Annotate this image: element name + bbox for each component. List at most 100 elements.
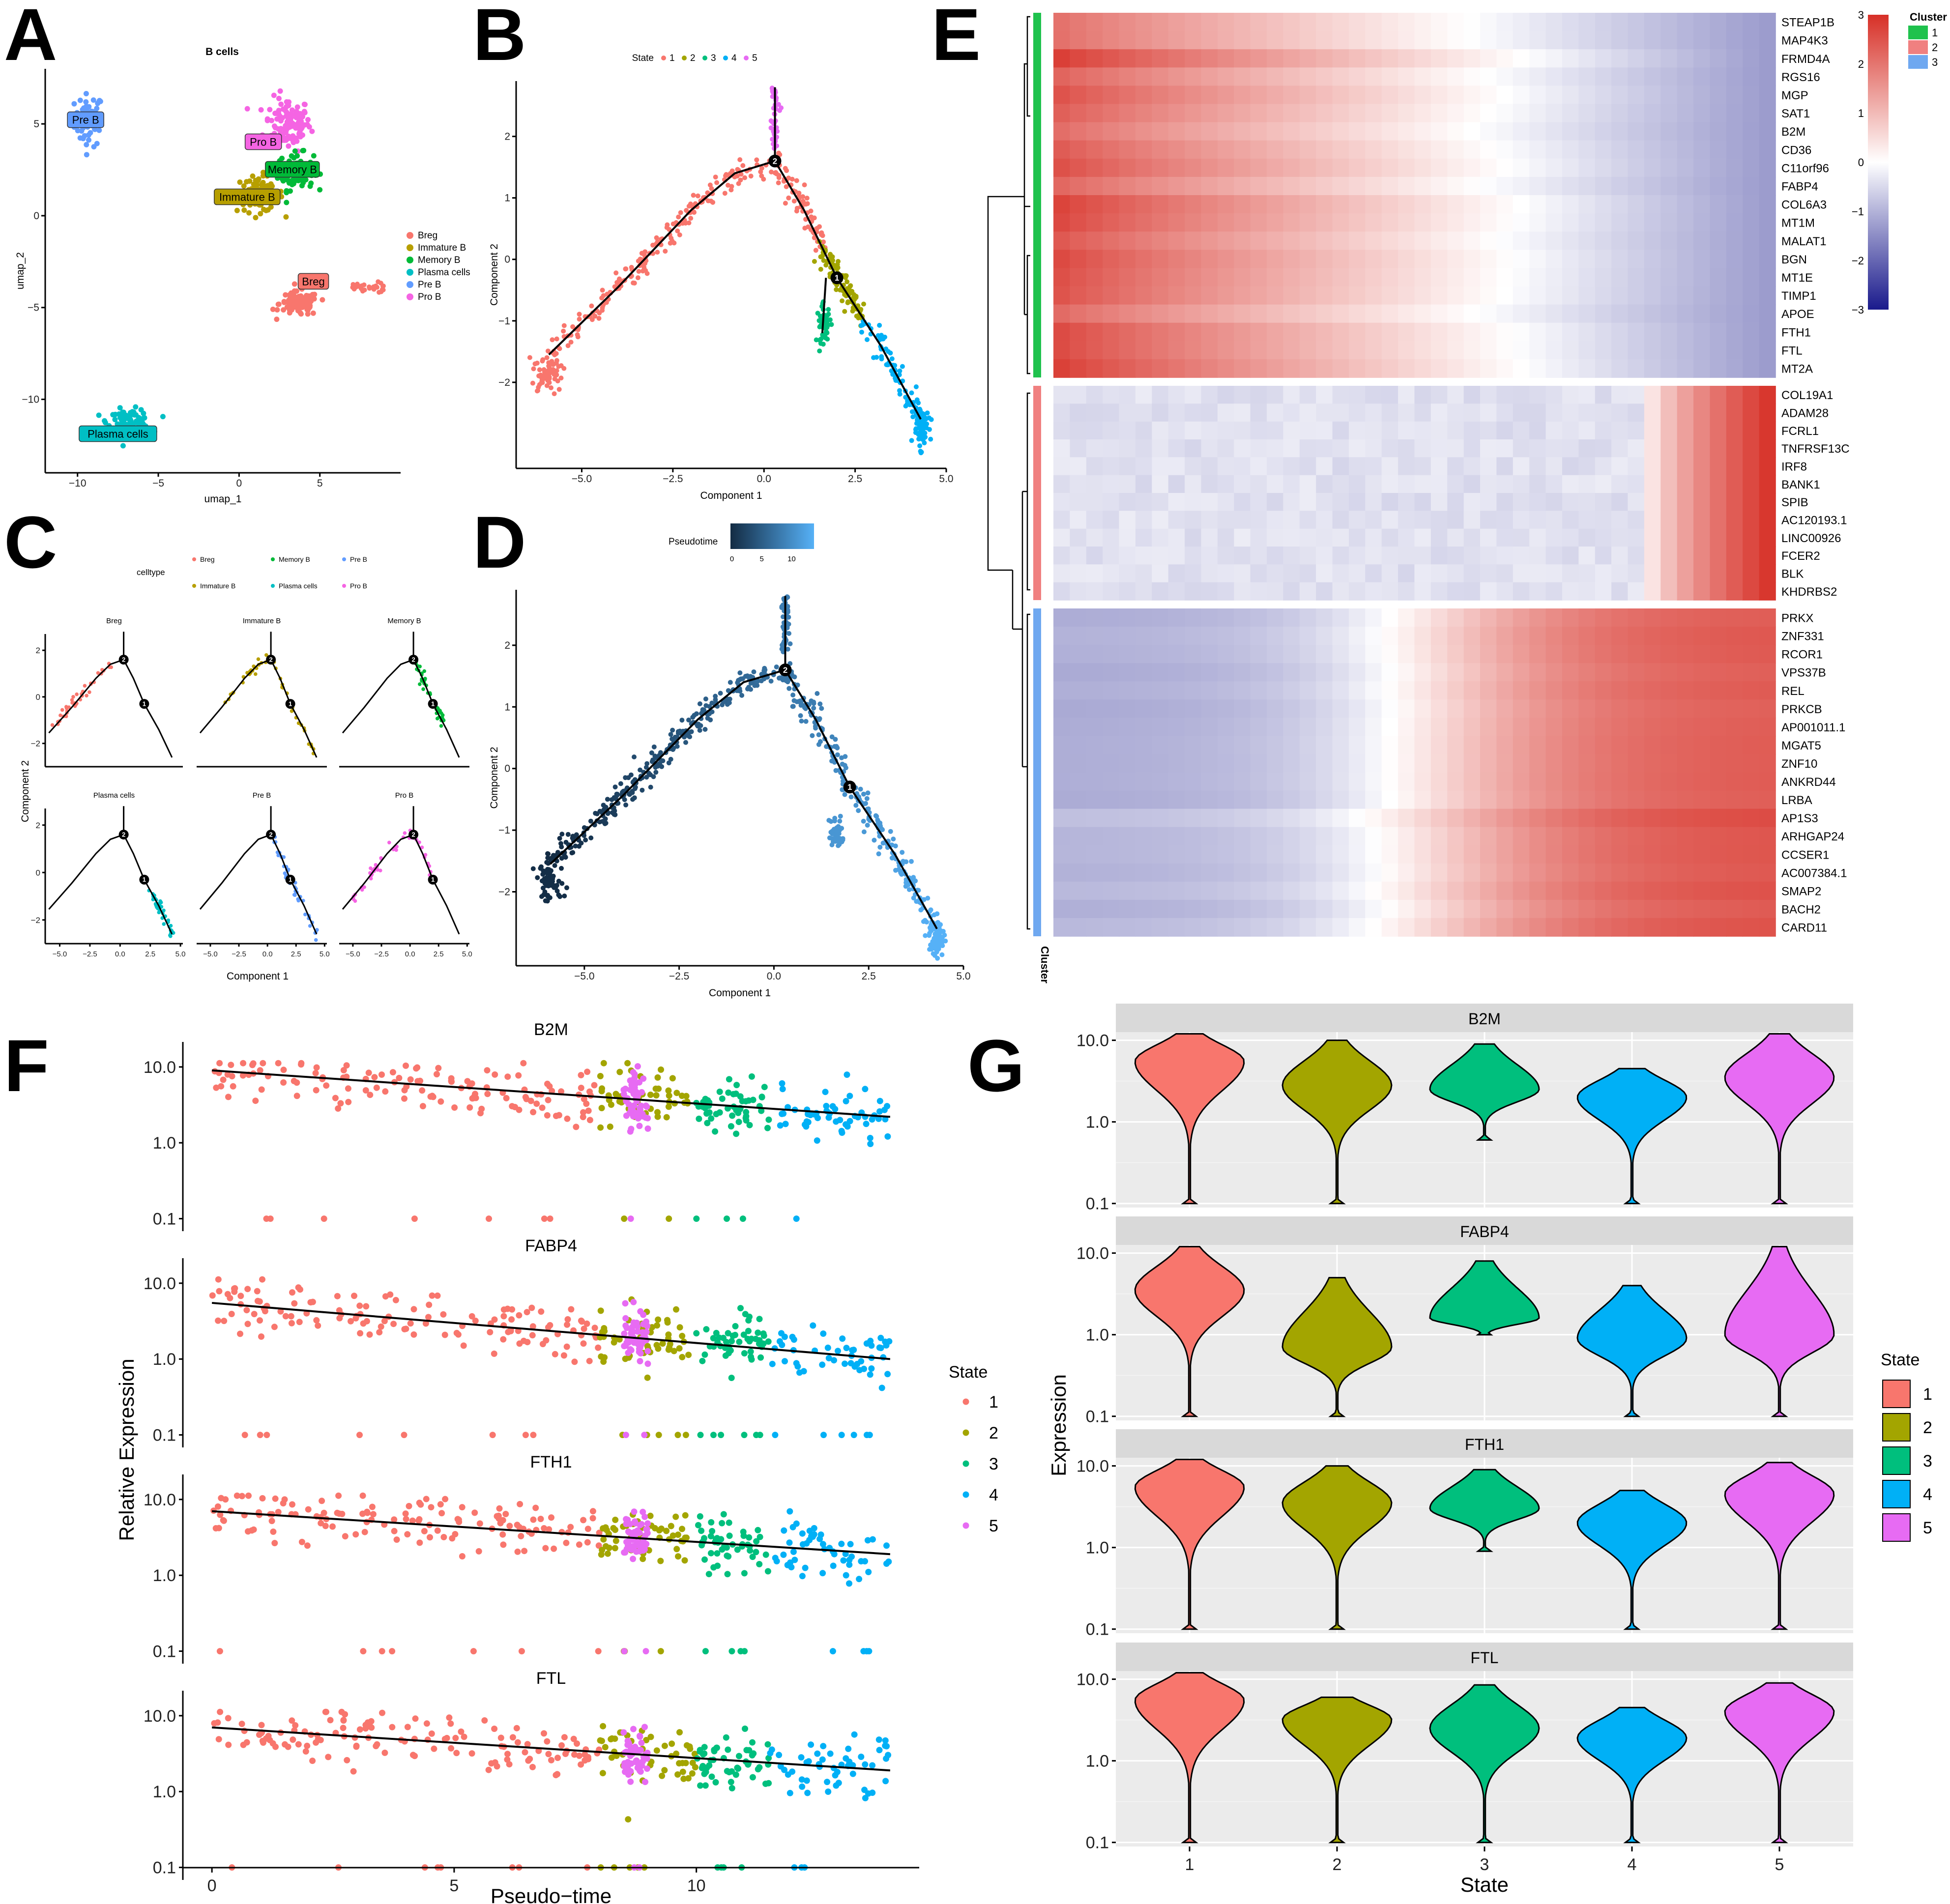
state-point xyxy=(773,170,779,175)
heatmap-cell xyxy=(1053,808,1071,828)
state-point xyxy=(532,361,538,367)
y-tick-label: 1.0 xyxy=(153,1134,176,1153)
heatmap-cell xyxy=(1628,627,1645,645)
y-tick-label: 0 xyxy=(504,254,510,265)
heatmap-cell xyxy=(1086,268,1103,287)
heatmap-cell xyxy=(1201,511,1218,529)
heatmap-cell xyxy=(1595,104,1612,123)
heatmap-cell xyxy=(1710,49,1727,68)
expression-point xyxy=(654,1109,661,1116)
heatmap-cell xyxy=(1578,627,1596,645)
heatmap-cell xyxy=(1103,645,1120,664)
heatmap-cell xyxy=(1578,718,1596,737)
heatmap-cell xyxy=(1726,322,1743,342)
heatmap-cell xyxy=(1513,736,1530,755)
heatmap-cell xyxy=(1480,439,1497,458)
heatmap-cell xyxy=(1644,86,1661,105)
heatmap-cell xyxy=(1135,457,1153,476)
heatmap-cell xyxy=(1398,528,1415,547)
legend-key xyxy=(723,56,728,60)
heatmap-cell xyxy=(1168,863,1185,882)
heatmap-cell xyxy=(1168,86,1185,105)
x-tick-label: −2.5 xyxy=(663,473,683,485)
heatmap-cell xyxy=(1152,341,1169,360)
gene-label: MGP xyxy=(1781,89,1808,102)
heatmap-cell xyxy=(1103,627,1120,645)
heatmap-cell xyxy=(1185,511,1202,529)
heatmap-cell xyxy=(1086,457,1103,476)
heatmap-cell xyxy=(1710,645,1727,664)
heatmap-cell xyxy=(1103,359,1120,378)
heatmap-cell xyxy=(1726,158,1743,177)
umap-point xyxy=(97,98,102,104)
heatmap-cell xyxy=(1759,268,1776,287)
heatmap-cell xyxy=(1119,772,1136,791)
heatmap-cell xyxy=(1513,286,1530,305)
gene-label: MAP4K3 xyxy=(1781,34,1828,48)
heatmap-cell xyxy=(1447,754,1464,773)
x-axis-title: Component 1 xyxy=(700,490,762,501)
heatmap-cell xyxy=(1726,790,1743,809)
heatmap-cell xyxy=(1316,140,1333,159)
heatmap-cell xyxy=(1234,736,1251,755)
heatmap-cell xyxy=(1250,608,1267,627)
state-point xyxy=(812,215,817,221)
state-point xyxy=(818,336,824,342)
pseudotime-colorbar xyxy=(730,523,814,549)
heatmap-cell xyxy=(1152,827,1169,846)
heatmap-cell xyxy=(1759,754,1776,773)
expression-point xyxy=(515,1072,522,1079)
heatmap-cell xyxy=(1398,404,1415,422)
branch-node-label: 1 xyxy=(289,700,292,708)
heatmap-cell xyxy=(1152,790,1169,809)
heatmap-cell xyxy=(1726,827,1743,846)
branch-node-label: 2 xyxy=(269,831,272,838)
heatmap-cell xyxy=(1496,899,1513,919)
pseudotime-point xyxy=(648,772,653,778)
heatmap-cell xyxy=(1529,439,1546,458)
heatmap-cell xyxy=(1644,31,1661,50)
heatmap-cell xyxy=(1710,386,1727,404)
pseudotime-point xyxy=(779,646,785,652)
heatmap-cell xyxy=(1398,13,1415,31)
heatmap-cell xyxy=(1513,31,1530,50)
heatmap-cell xyxy=(1611,359,1629,378)
state-point xyxy=(818,341,823,346)
heatmap-cell xyxy=(1299,582,1316,601)
heatmap-cell xyxy=(1267,359,1284,378)
state-point xyxy=(812,259,817,264)
state-point xyxy=(650,242,656,248)
umap-point xyxy=(77,135,83,141)
heatmap-cell xyxy=(1201,899,1218,919)
heatmap-cell xyxy=(1119,49,1136,68)
heatmap-cell xyxy=(1513,845,1530,864)
heatmap-cell xyxy=(1086,681,1103,700)
heatmap-cell xyxy=(1185,140,1202,159)
heatmap-cell xyxy=(1217,627,1235,645)
heatmap-cell xyxy=(1398,718,1415,737)
heatmap-cell xyxy=(1103,195,1120,214)
heatmap-cell xyxy=(1759,790,1776,809)
gene-label: ZNF331 xyxy=(1781,630,1824,643)
heatmap-cell xyxy=(1365,772,1382,791)
heatmap-cell xyxy=(1299,608,1316,627)
heatmap-cell xyxy=(1628,645,1645,664)
pseudotime-point xyxy=(858,786,863,792)
heatmap-cell xyxy=(1234,918,1251,937)
pseudotime-point xyxy=(630,790,635,795)
heatmap-cell xyxy=(1644,13,1661,31)
expression-point xyxy=(275,1060,282,1067)
heatmap-cell xyxy=(1414,67,1431,87)
heatmap-cell xyxy=(1299,67,1316,87)
branch-node-label: 1 xyxy=(847,782,852,792)
heatmap-cell xyxy=(1086,608,1103,627)
heatmap-cell xyxy=(1743,140,1760,159)
heatmap-cell xyxy=(1250,13,1267,31)
heatmap-cell xyxy=(1152,322,1169,342)
heatmap-cell xyxy=(1611,627,1629,645)
umap-point xyxy=(311,292,317,298)
heatmap-cell xyxy=(1053,359,1071,378)
heatmap-cell xyxy=(1250,547,1267,565)
heatmap-cell xyxy=(1726,627,1743,645)
